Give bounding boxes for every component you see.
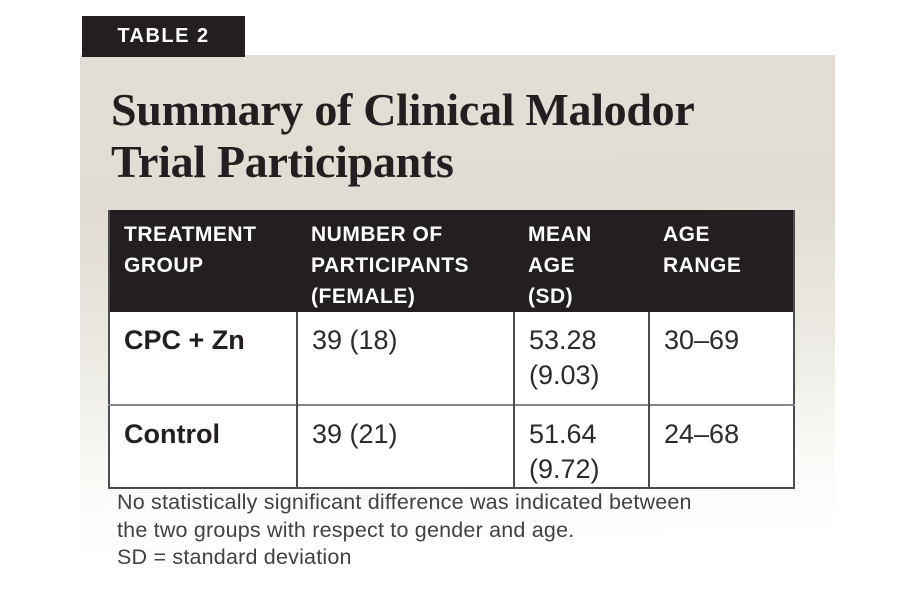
col-header-age-range: AGE RANGE <box>649 210 794 312</box>
cell-mean-age-sd: 53.28 (9.03) <box>513 312 649 405</box>
table-title: Summary of Clinical Malodor Trial Partic… <box>111 84 695 188</box>
table-row-control: Control 39 (21) 51.64 (9.72) 24–68 <box>109 404 794 488</box>
footnote-line-1: No statistically significant difference … <box>117 490 692 514</box>
table-title-line-1: Summary of Clinical Malodor <box>111 84 695 135</box>
table-title-line-2: Trial Participants <box>111 136 454 187</box>
cell-mean-age-sd: 51.64 (9.72) <box>513 404 649 488</box>
cell-age-range: 30–69 <box>648 312 794 405</box>
footnote-abbreviation: SD = standard deviation <box>117 545 352 569</box>
cell-participants: 39 (18) <box>296 312 514 405</box>
participants-table: TREATMENT GROUP NUMBER OF PARTICIPANTS (… <box>108 210 795 489</box>
participants-table-body: CPC + Zn 39 (18) 53.28 (9.03) 30–69 Cont… <box>109 312 794 488</box>
header-row: TREATMENT GROUP NUMBER OF PARTICIPANTS (… <box>109 210 794 312</box>
participants-table-header: TREATMENT GROUP NUMBER OF PARTICIPANTS (… <box>109 210 794 312</box>
cell-treatment-group: CPC + Zn <box>109 312 297 405</box>
footnote-line-2: the two groups with respect to gender an… <box>117 517 575 542</box>
table-number-badge: TABLE 2 <box>82 16 245 57</box>
col-header-number-of-participants: NUMBER OF PARTICIPANTS (FEMALE) <box>297 210 514 312</box>
col-header-mean-age-sd: MEAN AGE (SD) <box>514 210 649 312</box>
cell-participants: 39 (21) <box>296 404 514 488</box>
cell-age-range: 24–68 <box>648 404 794 488</box>
cell-treatment-group: Control <box>109 404 297 488</box>
table-number-label: TABLE 2 <box>117 25 210 47</box>
col-header-treatment-group: TREATMENT GROUP <box>109 210 297 312</box>
table-row-cpc-zn: CPC + Zn 39 (18) 53.28 (9.03) 30–69 <box>109 312 794 405</box>
table-footnote: No statistically significant difference … <box>117 489 692 572</box>
